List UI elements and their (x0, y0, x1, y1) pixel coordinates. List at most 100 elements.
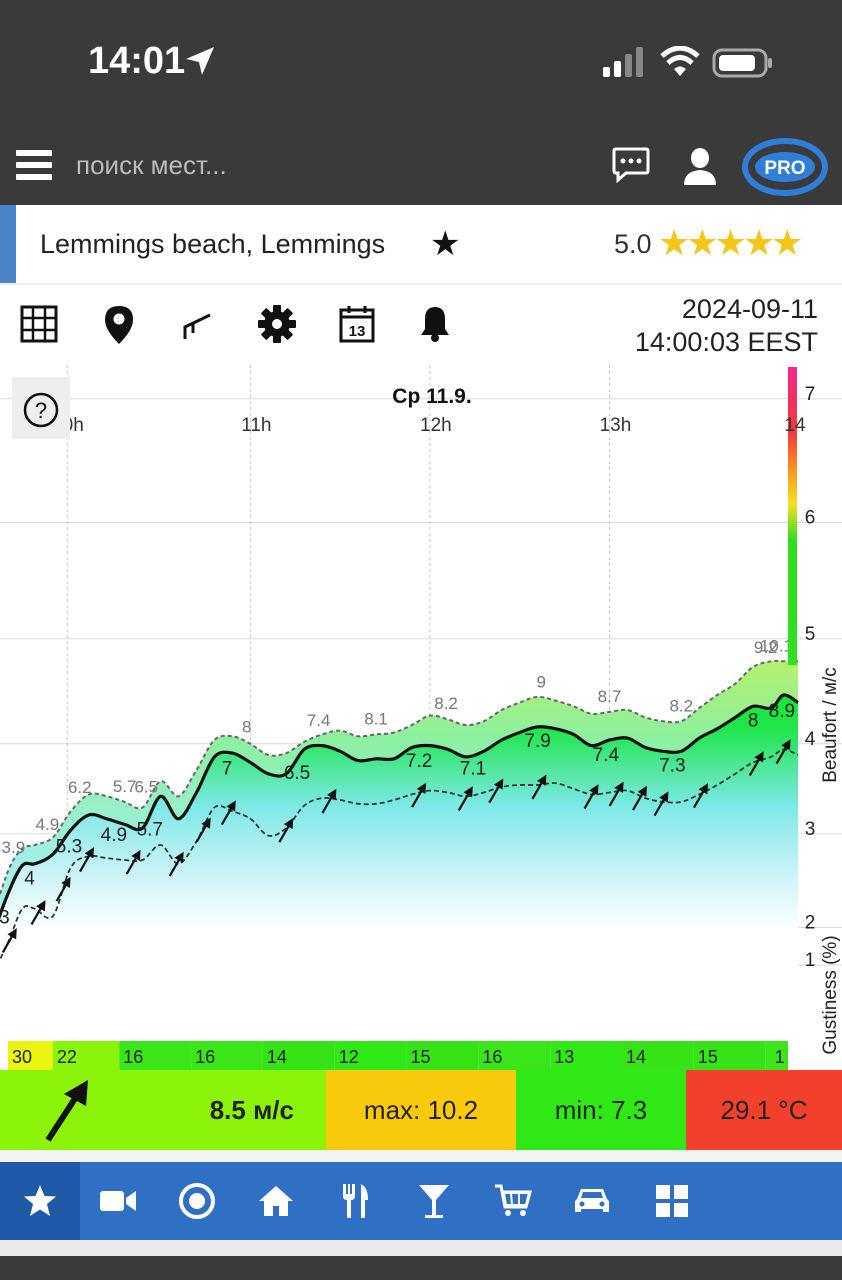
nav-bars[interactable] (394, 1162, 474, 1240)
wind-arrow (457, 786, 473, 811)
wind-arrow-head (36, 900, 46, 912)
gustiness-cell (550, 1041, 623, 1070)
car-icon (575, 1189, 609, 1212)
forecast-time: 14:00:03 EEST (634, 327, 818, 357)
nav-webcams[interactable] (78, 1162, 158, 1240)
wind-arrow-head (131, 849, 141, 862)
wind-arrow-shaft (693, 789, 705, 809)
time-label: 14 (784, 415, 806, 436)
gustiness-value: 1 (775, 1047, 785, 1067)
wind-label: 8.9 (769, 701, 795, 722)
gustiness-cell (693, 1041, 766, 1070)
shopping-cart-icon (495, 1184, 532, 1216)
gustiness-value: 13 (554, 1047, 574, 1067)
home-icon (259, 1186, 293, 1216)
gust-label: 7.4 (307, 711, 331, 730)
pro-logo[interactable]: PRO (742, 136, 828, 198)
max-wind: max: 10.2 (326, 1070, 516, 1150)
wind-arrow-shaft (220, 806, 233, 826)
star-icon (24, 1185, 56, 1216)
gustiness-value: 16 (195, 1047, 215, 1067)
menu-icon[interactable] (16, 150, 52, 184)
wind-arrow-shaft (125, 856, 138, 875)
beaufort-scale-bar (788, 367, 797, 665)
wind-arrow-shaft (583, 790, 596, 810)
wind-arrow (693, 783, 708, 809)
wind-arrow-head (781, 739, 791, 751)
user-icon[interactable] (682, 147, 718, 187)
wind-arrow (653, 791, 669, 817)
table-grid-icon[interactable] (20, 305, 58, 343)
gustiness-strip: 30 22 16 16 14 12 15 16 13 14 15 1 (8, 1041, 788, 1070)
wind-chart[interactable]: 3.94.96.2 5.76.58 7.4 8.18.298.7 8.29.210.13… (0, 365, 842, 1070)
settings-gear-icon[interactable] (258, 305, 296, 343)
wind-arrow-head (637, 785, 647, 797)
wind-arrow-shaft (632, 792, 644, 811)
wind-arrow-head (201, 817, 211, 829)
spot-name[interactable]: Lemmings beach, Lemmings (40, 229, 386, 259)
gust-label: 6.2 (68, 778, 92, 797)
wind-arrow-head (614, 781, 624, 793)
home-indicator-bar (0, 1256, 842, 1280)
gustiness-cell (262, 1041, 335, 1070)
calendar-icon[interactable]: 13 (339, 305, 375, 343)
beaufort-tick-label: 4 (805, 729, 816, 750)
bottom-strip (0, 1240, 842, 1256)
nav-shops[interactable] (473, 1162, 553, 1240)
wind-label: 6.5 (284, 763, 310, 784)
spot-rating: 5.0 (614, 229, 652, 259)
wind-arrow-head (327, 788, 337, 800)
forecast-date: 2024-09-11 (681, 294, 818, 324)
map-pin-icon[interactable] (104, 305, 134, 345)
wind-arrow (195, 817, 211, 843)
wind-label: 7.3 (659, 755, 685, 776)
nav-spots[interactable] (157, 1162, 237, 1240)
wind-line (0, 693, 799, 920)
wind-label: 5.3 (56, 836, 82, 857)
slope-icon[interactable] (182, 305, 212, 341)
min-wind: min: 7.3 (516, 1070, 686, 1150)
rating-stars[interactable]: ★★★★★ (658, 222, 803, 263)
forecast-datetime: 2024-09-11 14:00:03 EEST (635, 293, 818, 359)
wind-arrow-shaft (748, 757, 761, 777)
wind-arrow-head (84, 847, 94, 859)
wind-arrow (748, 751, 764, 777)
nav-favorites[interactable] (0, 1162, 80, 1240)
calendar-day: 13 (349, 323, 366, 340)
wind-arrow-shaft (653, 797, 666, 817)
app-header: поиск мест... PRO (0, 130, 842, 205)
wind-arrow-head (698, 783, 708, 795)
wind-arrow (531, 774, 547, 800)
fork-knife-icon (343, 1184, 368, 1218)
time-label: 13h (600, 415, 632, 436)
wind-arrow-shaft (195, 823, 208, 843)
gustiness-value: 15 (411, 1047, 431, 1067)
gustiness-value: 14 (267, 1047, 287, 1067)
gust-label: 8.2 (669, 696, 693, 715)
beaufort-tick-label: 6 (805, 508, 816, 529)
nav-car[interactable] (552, 1162, 632, 1240)
help-button[interactable]: ? (12, 377, 70, 439)
wind-arrow-head (61, 876, 71, 889)
nav-accommodation[interactable] (236, 1162, 316, 1240)
bell-icon[interactable] (420, 305, 450, 343)
battery-icon (712, 48, 772, 78)
beaufort-tick-label: 5 (805, 624, 816, 645)
wind-arrow (608, 781, 624, 807)
gust-label: 8.7 (598, 687, 622, 706)
separator (0, 1150, 842, 1162)
wind-label: 7.2 (406, 751, 432, 772)
wind-arrow-shaft (531, 781, 544, 800)
chat-icon[interactable] (612, 147, 650, 183)
nav-food[interactable] (315, 1162, 395, 1240)
gustiness-value: 16 (482, 1047, 502, 1067)
favorite-star-icon[interactable]: ★ (430, 225, 461, 263)
gustiness-cell (622, 1041, 694, 1070)
gustiness-cell (478, 1041, 551, 1070)
search-input[interactable]: поиск мест... (76, 150, 227, 180)
nav-more[interactable] (632, 1162, 712, 1240)
value-labels: 3.94.96.2 5.76.58 7.4 8.18.298.7 8.29.210.13… (0, 636, 795, 928)
gustiness-cell (334, 1041, 407, 1070)
gust-label: 8.1 (364, 709, 388, 728)
wind-arrow (30, 900, 46, 925)
